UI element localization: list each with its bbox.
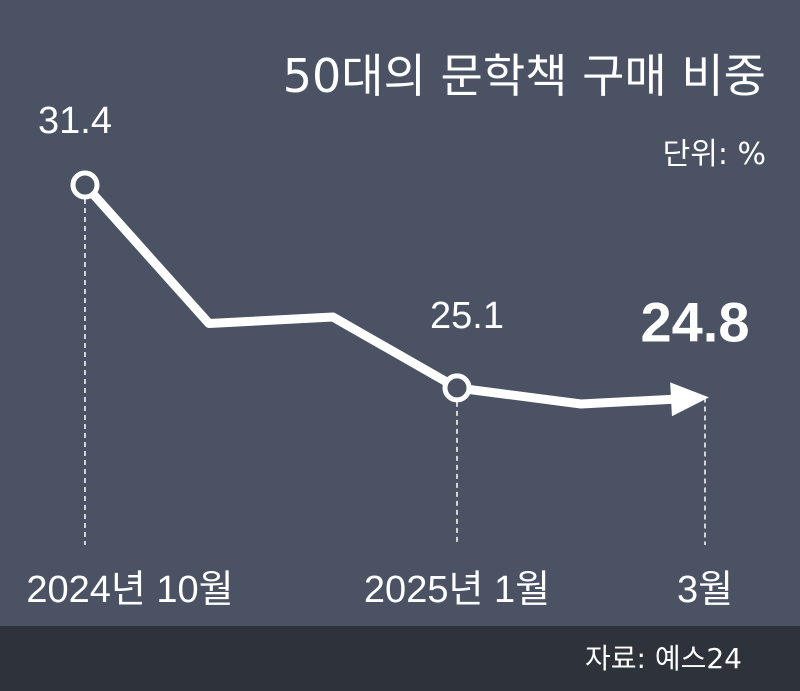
x-axis-tick-labels: 2024년 10월 2025년 1월 3월 bbox=[26, 569, 733, 611]
source-label: 자료: 예스24 bbox=[585, 642, 742, 675]
arrow-head-marker bbox=[670, 382, 709, 417]
point-marker-0 bbox=[70, 170, 100, 200]
unit-label: 단위: % bbox=[663, 137, 766, 172]
x-tick-label-1: 2025년 1월 bbox=[364, 569, 550, 611]
markers bbox=[70, 170, 709, 417]
guide-lines bbox=[84, 199, 706, 545]
chart-title: 50대의 문학책 구매 비중 bbox=[283, 49, 766, 103]
data-label-2: 24.8 bbox=[641, 291, 750, 354]
series-line-group bbox=[80, 180, 676, 409]
point-marker-1 bbox=[442, 373, 472, 403]
data-labels: 31.4 25.1 24.8 bbox=[38, 100, 749, 354]
data-label-0: 31.4 bbox=[38, 100, 112, 142]
footer-band bbox=[0, 626, 800, 691]
x-tick-label-0: 2024년 10월 bbox=[26, 569, 233, 611]
data-label-1: 25.1 bbox=[430, 295, 504, 337]
x-tick-label-2: 3월 bbox=[677, 569, 733, 611]
series-line bbox=[80, 180, 676, 409]
